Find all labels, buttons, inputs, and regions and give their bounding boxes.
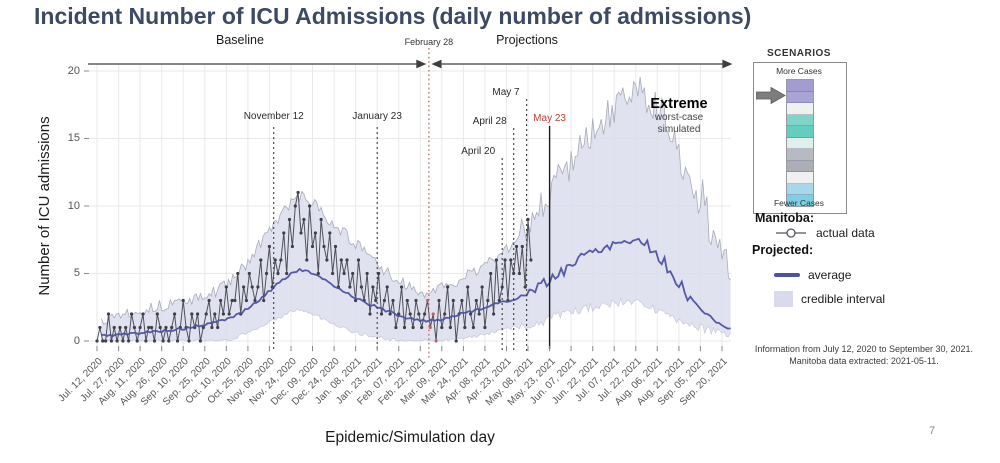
average-line [101, 237, 731, 338]
y-tick-label: 15 [67, 132, 80, 144]
marker-label: November 12 [243, 111, 304, 122]
page-title: Incident Number of ICU Admissions (daily… [34, 3, 752, 29]
marker-label: May 7 [492, 87, 520, 98]
marker-label: February 28 [404, 37, 454, 47]
scenario-cell [787, 183, 813, 195]
legend-credible-label: credible interval [801, 292, 886, 306]
extreme-subtitle-2: simulated [657, 123, 701, 135]
actual-data-series [95, 190, 533, 343]
extreme-subtitle-1: worst-case [654, 112, 704, 123]
scenario-cell [787, 80, 813, 92]
scenario-cell [787, 91, 813, 103]
scenario-color-stack [786, 79, 814, 207]
scenario-cell [787, 126, 813, 138]
marker-label: April 20 [461, 146, 496, 157]
x-tick-marks [84, 70, 723, 351]
source-note-line1: Information from July 12, 2020 to Septem… [754, 344, 974, 354]
legend-average-label: average [808, 268, 852, 282]
credible-interval-swatch [774, 291, 793, 307]
baseline-period-label: Baseline [216, 33, 264, 47]
source-note: Information from July 12, 2020 to Septem… [736, 344, 992, 367]
fewer-cases-label: Fewer Cases [773, 198, 825, 208]
scenario-cell [787, 137, 813, 149]
scenarios-title: SCENARIOS [767, 48, 831, 59]
extreme-scenario-annotation: Extreme worst-case simulated [637, 96, 721, 135]
marker-lines [273, 48, 551, 358]
source-note-line2: Manitoba data extracted: 2021-05-11. [789, 355, 939, 366]
scenario-cell [787, 172, 813, 184]
scenario-cell [787, 103, 813, 115]
y-tick-label: 5 [73, 267, 80, 279]
projections-period-label: Projections [496, 33, 558, 47]
average-line-swatch [774, 273, 800, 277]
scenario-cell [787, 114, 813, 126]
page-number: 7 [928, 425, 936, 437]
actual-data-swatch-icon [776, 228, 806, 238]
extreme-title: Extreme [650, 96, 708, 112]
marker-label: May 23 [533, 113, 566, 124]
more-cases-label: More Cases [776, 66, 822, 76]
marker-label: April 28 [472, 116, 507, 127]
header-arrows [88, 59, 733, 69]
scenario-cell [787, 160, 813, 172]
scenario-pointer-arrow-icon [756, 87, 786, 104]
y-tick-label: 0 [73, 334, 80, 347]
chart-legend: Manitoba: actual data Projected: average… [752, 211, 987, 307]
marker-label: January 23 [352, 111, 402, 122]
y-tick-label: 20 [67, 64, 80, 77]
legend-manitoba-heading: Manitoba: [755, 211, 815, 225]
y-tick-label: 10 [67, 199, 80, 212]
legend-projected-heading: Projected: [752, 243, 814, 257]
scenario-cell [787, 149, 813, 161]
x-axis-title: Epidemic/Simulation day [325, 429, 495, 446]
credible-interval-band [100, 76, 731, 342]
legend-actual-label: actual data [816, 226, 875, 240]
scenario-cell [787, 195, 813, 206]
